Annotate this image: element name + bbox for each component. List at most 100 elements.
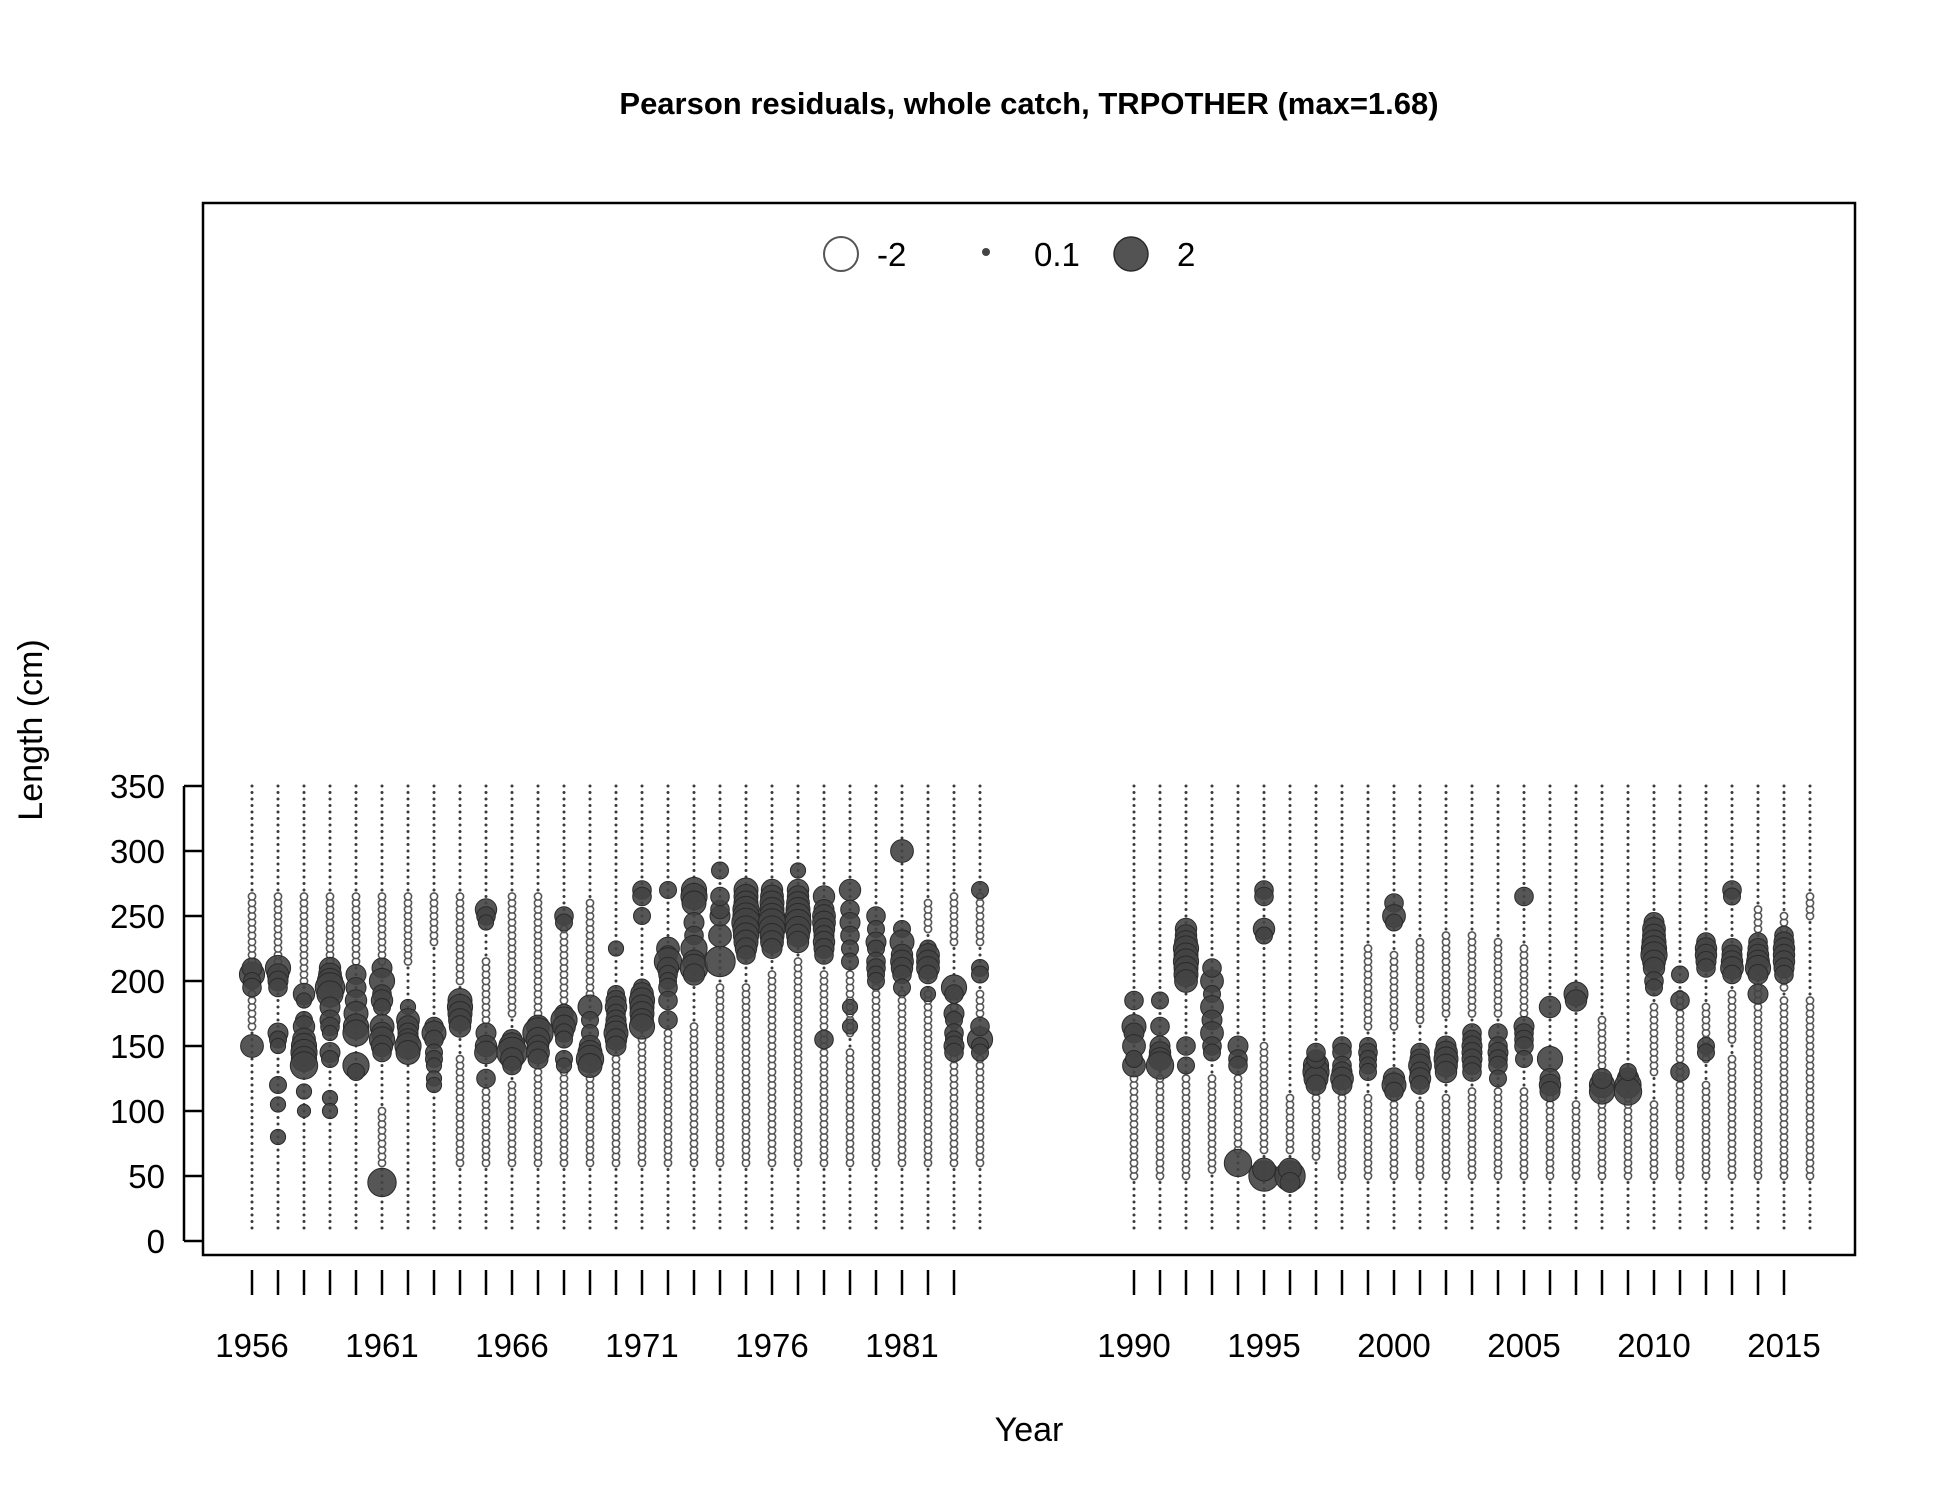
residual-dot [536, 1200, 540, 1204]
residual-dot [1756, 1194, 1760, 1197]
residual-dot [250, 849, 254, 853]
residual-dot [1652, 1213, 1656, 1217]
residual-dot [1366, 797, 1370, 801]
residual-dot [1210, 791, 1214, 794]
residual-dot [328, 830, 332, 833]
residual-dot [406, 1174, 410, 1178]
residual-dot [1392, 1044, 1396, 1048]
residual-dot [1548, 817, 1552, 820]
residual-dot [1652, 875, 1656, 879]
residual-dot [1704, 1213, 1708, 1217]
residual-dot [1470, 856, 1474, 859]
residual-dot [1548, 908, 1552, 911]
residual-dot [1704, 810, 1708, 814]
residual-dot [1574, 843, 1578, 846]
residual-dot [770, 849, 774, 853]
residual-dot [1132, 947, 1136, 950]
residual-dot [1808, 1187, 1812, 1191]
residual-dot [406, 1083, 410, 1087]
residual-dot [614, 1226, 618, 1230]
residual-dot [1314, 830, 1318, 833]
residual-dot [1678, 804, 1682, 807]
residual-dot [1184, 843, 1188, 846]
residual-dot [380, 843, 384, 846]
residual-dot [1340, 921, 1344, 924]
residual-dot [926, 791, 930, 794]
residual-dot [1392, 1051, 1396, 1054]
residual-dot [1262, 1220, 1266, 1223]
residual-dot [302, 1207, 306, 1210]
residual-dot [1678, 901, 1682, 905]
residual-dot [1236, 817, 1240, 820]
residual-dot [1626, 862, 1630, 866]
residual-dot [354, 1155, 358, 1158]
residual-dot [1314, 901, 1318, 905]
residual-dot [1210, 947, 1214, 950]
residual-dot [822, 966, 826, 970]
residual-dot [588, 869, 592, 872]
residual-dot [978, 1168, 982, 1171]
residual-dot [1496, 823, 1500, 827]
residual-dot [952, 843, 956, 846]
residual-dot [614, 1207, 618, 1210]
residual-dot [1756, 882, 1760, 885]
residual-dot [1470, 914, 1474, 918]
residual-dot [1366, 875, 1370, 879]
residual-dot [354, 1200, 358, 1204]
residual-dot [1236, 953, 1240, 957]
residual-dot [406, 862, 410, 866]
residual-dot [1444, 927, 1448, 931]
residual-dot [1808, 1194, 1812, 1197]
residual-dot [276, 849, 280, 853]
residual-dot [588, 1181, 592, 1184]
residual-dot [874, 1226, 878, 1230]
negative-residual-point [455, 1054, 465, 1064]
residual-dot [1314, 862, 1318, 866]
residual-dot [1262, 875, 1266, 879]
residual-dot [1314, 973, 1318, 976]
residual-dot [432, 856, 436, 859]
residual-dot [1548, 986, 1552, 989]
residual-dot [1652, 830, 1656, 833]
negative-residual-point [1363, 1093, 1373, 1103]
residual-dot [1652, 895, 1656, 898]
residual-dot [510, 1194, 514, 1197]
residual-dot [1548, 888, 1552, 892]
residual-dot [328, 1220, 332, 1223]
residual-dot [1288, 797, 1292, 801]
residual-dot [1158, 1200, 1162, 1204]
residual-dot [250, 856, 254, 859]
residual-dot [1236, 1220, 1240, 1223]
residual-dot [1184, 830, 1188, 833]
residual-dot [1236, 888, 1240, 892]
residual-dot [406, 1213, 410, 1217]
residual-dot [900, 804, 904, 807]
residual-dot [1756, 888, 1760, 892]
residual-dot [1600, 843, 1604, 846]
residual-dot [1600, 784, 1604, 788]
negative-residual-point [1415, 1100, 1425, 1109]
residual-dot [1522, 1077, 1526, 1080]
residual-dot [354, 784, 358, 788]
residual-dot [718, 1174, 722, 1178]
residual-dot [874, 856, 878, 859]
residual-dot [406, 830, 410, 833]
residual-dot [640, 849, 644, 853]
residual-dot [1600, 921, 1604, 924]
residual-dot [588, 1213, 592, 1217]
residual-dot [926, 1194, 930, 1197]
residual-dot [380, 1077, 384, 1080]
residual-dot [1262, 1155, 1266, 1158]
residual-dot [1444, 784, 1448, 788]
residual-dot [406, 966, 410, 970]
residual-dot [1210, 1207, 1214, 1210]
residual-dot [1418, 934, 1422, 937]
residual-dot [562, 1220, 566, 1223]
residual-dot [1782, 797, 1786, 801]
residual-dot [536, 1207, 540, 1210]
residual-dot [1418, 810, 1422, 814]
residual-dot [432, 1207, 436, 1210]
residual-dot [1366, 1207, 1370, 1210]
residual-dot [926, 869, 930, 872]
